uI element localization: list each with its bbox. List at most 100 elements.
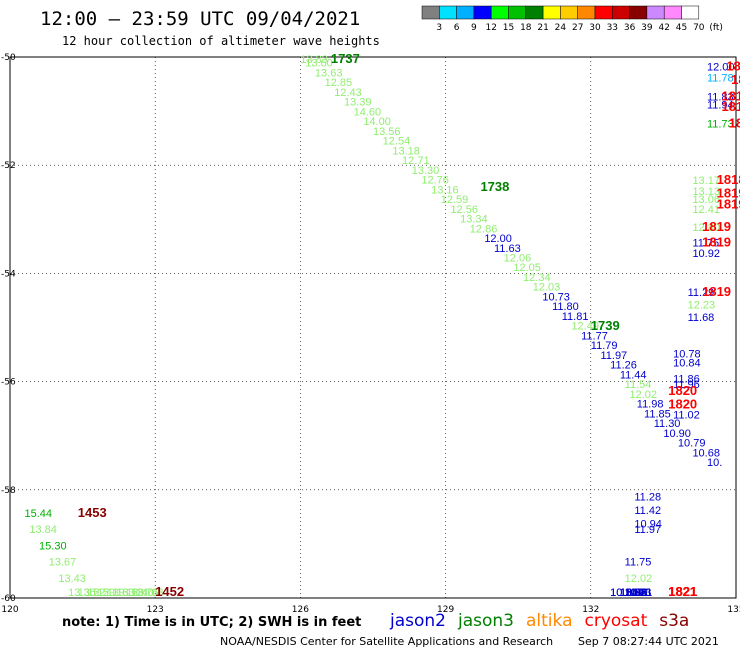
time-label: 1820 [668,397,697,412]
time-label: 1738 [480,179,509,194]
y-tick-label: -56 [1,378,16,388]
colorbar-label: 18 [520,23,532,33]
wave-height-label: 11.85 [644,408,671,420]
wave-height-label: 11.75 [625,557,652,569]
y-tick-label: -54 [1,269,16,279]
axis-labels: 120 123 126 129 132 135 -50 -52 -54 -56 -58 -60 [1,53,740,615]
x-tick-label: 135 [727,605,740,615]
wave-height-label: 11.96 [673,379,700,391]
colorbar-label: 24 [555,23,567,33]
wave-height-label: 11.44 [620,369,647,381]
wave-height-label: 13.56 [373,126,401,138]
legend: jason2 jason3 altika cryosat s3a [389,611,689,631]
wave-height-label: 11.68 [688,312,715,324]
colorbar-swatch [525,5,544,20]
colorbar: 3 6 9 12 15 18 21 24 27 30 33 36 39 42 45 70 (ft) [421,5,723,33]
time-label: 1819 [717,196,740,211]
wave-height-label: 10.45 [620,587,648,599]
y-tick-label: -52 [1,161,16,171]
wave-height-label: 14.03 [136,587,164,599]
wave-height-label: 12.40 [126,587,154,599]
wave-height-label: 12.00 [707,62,735,74]
colorbar-swatch [594,5,613,20]
time-label: 1739 [591,318,620,333]
wave-height-label: 11.94 [707,99,734,111]
wave-height-label: 11.13 [625,587,652,599]
wave-height-label: 12.76 [421,175,449,187]
colorbar-swatch [577,5,596,20]
y-tick-label: -58 [1,486,16,496]
colorbar-swatch [456,5,475,20]
wave-height-label: 11.98 [637,399,664,411]
wave-height-label: 12.02 [625,573,653,585]
colorbar-swatch [490,5,509,20]
wave-height-label: 11.80 [552,301,579,313]
wave-height-label: 10.73 [542,291,570,303]
wave-height-label: 12.19 [97,587,125,599]
wave-height-label: 11.07 [620,587,647,599]
colorbar-swatch [473,5,492,20]
wave-height-label: 13.34 [460,214,488,226]
wave-height-label: 13.36 [68,587,96,599]
time-label: 1452 [155,584,184,599]
wave-height-label: 12.34 [523,272,551,284]
colorbar-label: 39 [641,23,653,33]
time-label: 1821 [668,584,697,599]
wave-height-label: 14.00 [363,116,391,128]
wave-height-label: 13.43 [58,573,86,585]
wave-height-label: 11.63 [494,243,521,255]
colorbar-label: 9 [471,23,477,33]
wave-height-label: 10.84 [673,357,701,369]
wave-height-label: 15.44 [25,508,53,520]
colorbar-label: 15 [503,23,514,33]
wave-height-label: 12.05 [513,262,541,274]
wave-height-label: 12.59 [87,587,115,599]
time-label: 1821 [668,584,697,599]
x-tick-label: 132 [582,605,599,615]
x-tick-label: 126 [292,605,309,615]
colorbar-swatch [612,5,630,20]
colorbar-label: 6 [454,23,460,33]
time-label: 1819 [702,234,731,249]
wave-height-label: 12.06 [504,252,532,264]
wave-height-label: 11.29 [688,287,715,299]
legend-item: altika [526,611,573,631]
wave-height-label: 12.00 [484,233,512,245]
legend-item: s3a [659,611,689,631]
wave-height-label: 10.92 [692,248,720,260]
wave-height-label: 13.60 [305,58,333,70]
wave-height-label: 13.17 [692,175,720,187]
colorbar-label: 21 [537,23,548,33]
wave-height-label: 15.30 [39,540,67,552]
wave-height-label: 10.51 [610,587,638,599]
wave-height-label: 12.03 [533,282,561,294]
colorbar-label: 45 [676,23,687,33]
wave-height-label: 12.71 [402,155,430,167]
colorbar-label: 36 [624,23,636,33]
wave-height-label: 11.30 [654,418,681,430]
wave-height-label: 13.18 [392,145,420,157]
wave-height-label: 10.32 [620,587,648,599]
wave-height-label: 10.78 [673,348,701,360]
wave-height-label: 11.77 [581,330,608,342]
time-label: 1453 [78,505,107,520]
colorbar-swatch [542,5,561,20]
wave-height-label: 13.67 [49,557,77,569]
wave-height-label: 11.78 [707,72,734,84]
wave-height-label: 13.06 [692,194,720,206]
time-label: 1737 [331,51,360,66]
timestamp: Sep 7 08:27:44 UTC 2021 [578,635,719,648]
wave-height-label: 13.13 [692,186,720,198]
time-label: 1819 [702,284,731,299]
time-label: 1819 [717,186,740,201]
wave-height-label: 10.05 [620,587,648,599]
wave-height-label: 12.54 [383,136,411,148]
chart-title: 12:00 — 23:59 UTC 09/04/2021 [40,8,360,30]
colorbar-swatch [681,5,700,20]
legend-item: jason2 [389,611,446,631]
wave-height-label: 14.60 [354,106,382,118]
wave-height-label: 11.83 [707,91,734,103]
